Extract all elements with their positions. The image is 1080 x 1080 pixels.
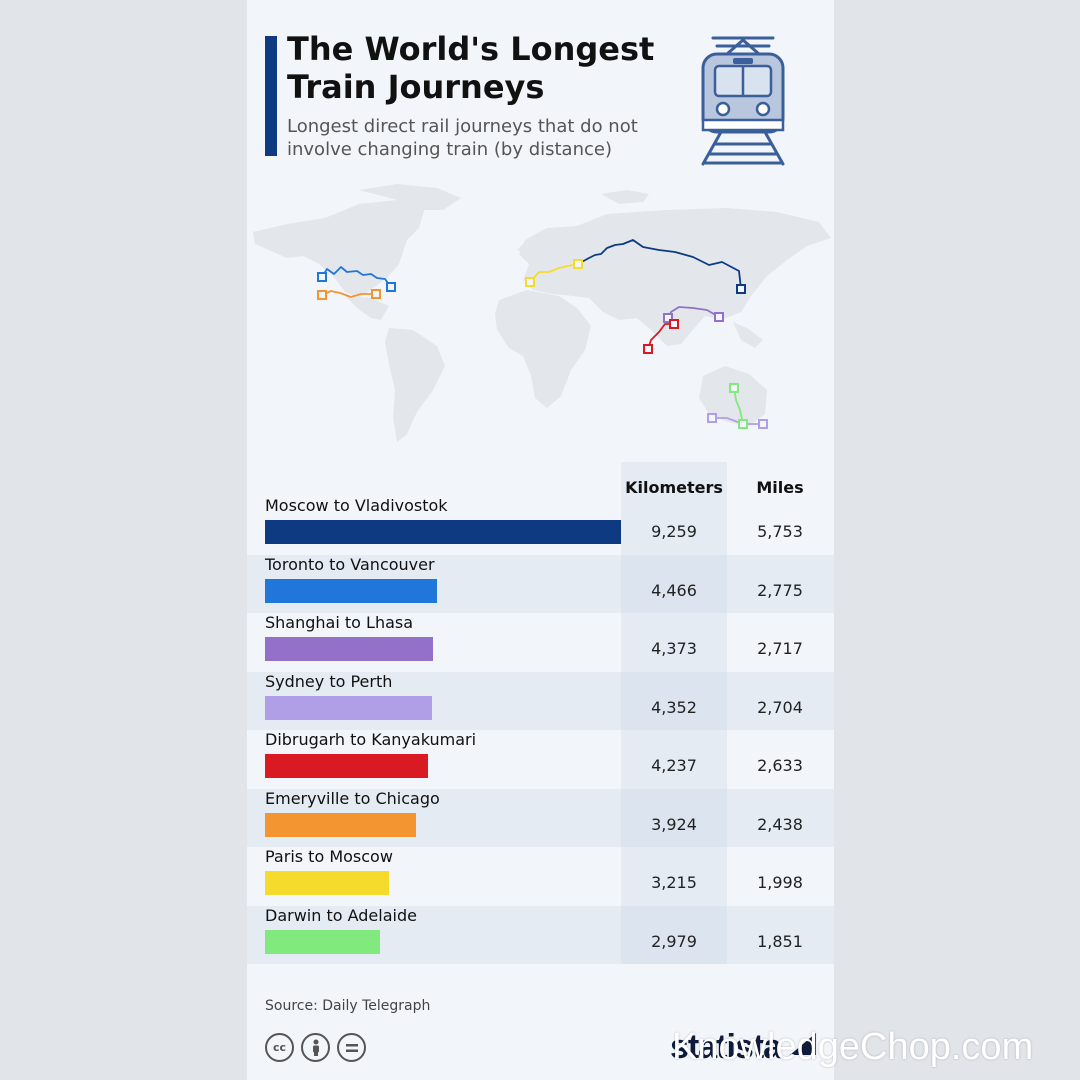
row-miles: 5,753 bbox=[757, 522, 803, 541]
table-row: Sydney to Perth 4,352 2,704 bbox=[247, 671, 834, 730]
attribution-icon[interactable] bbox=[301, 1033, 330, 1062]
row-label: Toronto to Vancouver bbox=[265, 554, 435, 574]
row-miles: 2,704 bbox=[757, 697, 803, 717]
row-miles: 2,438 bbox=[757, 814, 803, 834]
license-icons: cc bbox=[265, 1033, 366, 1062]
bar bbox=[265, 871, 389, 895]
row-miles: 2,633 bbox=[757, 756, 803, 775]
bar bbox=[265, 578, 437, 603]
row-kilometers: 4,466 bbox=[651, 580, 697, 600]
row-label: Darwin to Adelaide bbox=[265, 905, 417, 925]
title-accent-bar bbox=[265, 36, 277, 156]
row-miles: 1,998 bbox=[757, 873, 803, 892]
creative-commons-icon[interactable]: cc bbox=[265, 1033, 294, 1062]
row-label: Emeryville to Chicago bbox=[265, 788, 440, 808]
infographic-card: The World's Longest Train Journeys Longe… bbox=[247, 0, 834, 1080]
row-label: Sydney to Perth bbox=[265, 671, 393, 691]
bar bbox=[265, 520, 621, 544]
row-miles: 1,851 bbox=[757, 931, 803, 951]
kilometers-header: Kilometers bbox=[625, 478, 723, 497]
table-row: Shanghai to Lhasa 4,373 2,717 bbox=[247, 613, 834, 672]
source-note: Source: Daily Telegraph bbox=[265, 998, 431, 1014]
miles-header: Miles bbox=[756, 478, 804, 497]
bar bbox=[265, 929, 380, 954]
table-row: Dibrugarh to Kanyakumari 4,237 2,633 bbox=[247, 730, 834, 789]
train-icon bbox=[701, 36, 785, 166]
bar bbox=[265, 695, 433, 720]
table-row: Emeryville to Chicago 3,924 2,438 bbox=[247, 788, 834, 847]
table-row: Toronto to Vancouver 4,466 2,775 bbox=[247, 554, 834, 613]
table-row: Moscow to Vladivostok 9,259 5,753 bbox=[247, 496, 834, 555]
row-label: Shanghai to Lhasa bbox=[265, 613, 414, 632]
row-kilometers: 4,373 bbox=[651, 639, 697, 658]
bar bbox=[265, 754, 428, 778]
page-subtitle: Longest direct rail journeys that do not… bbox=[287, 116, 638, 160]
row-kilometers: 4,352 bbox=[651, 697, 697, 717]
bar bbox=[265, 812, 416, 837]
row-kilometers: 3,215 bbox=[651, 873, 697, 892]
world-map bbox=[253, 184, 831, 442]
row-miles: 2,717 bbox=[757, 639, 803, 658]
table-row: Paris to Moscow 3,215 1,998 bbox=[247, 847, 834, 906]
row-label: Moscow to Vladivostok bbox=[265, 496, 448, 515]
row-kilometers: 3,924 bbox=[651, 814, 697, 834]
row-label: Dibrugarh to Kanyakumari bbox=[265, 730, 477, 749]
no-derivatives-icon[interactable] bbox=[337, 1033, 366, 1062]
statista-logo[interactable]: statista bbox=[670, 1028, 782, 1066]
row-kilometers: 9,259 bbox=[651, 522, 697, 541]
journey-rows: Moscow to Vladivostok 9,259 5,753 Toronto t… bbox=[247, 496, 834, 964]
row-kilometers: 2,979 bbox=[651, 931, 697, 951]
watermark: KnowledgeChop.com bbox=[672, 1026, 1034, 1068]
page-title: The World's Longest Train Journeys bbox=[287, 30, 655, 106]
bar bbox=[265, 637, 434, 661]
table-row: Darwin to Adelaide 2,979 1,851 bbox=[247, 905, 834, 964]
row-label: Paris to Moscow bbox=[265, 847, 393, 866]
row-kilometers: 4,237 bbox=[651, 756, 697, 775]
kilometers-column-band bbox=[621, 462, 727, 964]
row-miles: 2,775 bbox=[757, 580, 803, 600]
